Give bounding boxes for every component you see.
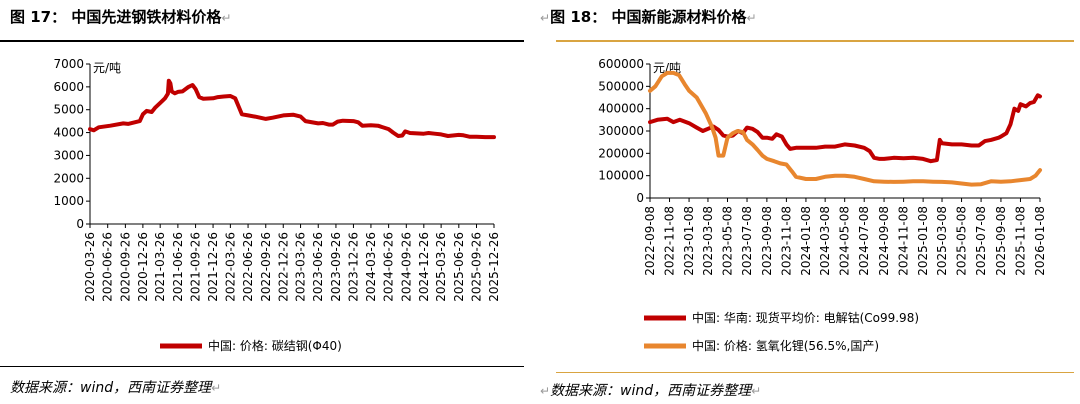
y-tick-label: 0	[76, 217, 84, 231]
right-source-note: ↵数据来源：wind，西南证券整理↵	[540, 380, 761, 400]
paragraph-mark-icon: ↵	[746, 11, 757, 25]
figure-18-number: 18	[570, 8, 592, 26]
figure-17-title: 图 17： 中国先进钢铁材料价格↵	[10, 6, 231, 27]
y-tick-label: 5000	[53, 103, 84, 117]
x-tick-label: 2023-12-26	[346, 232, 360, 302]
x-tick-label: 2023-11-08	[779, 206, 793, 276]
x-tick-label: 2023-03-08	[701, 206, 715, 276]
left-chart: 0 1000 2000 3000 4000 5000 6000 7000 元/吨 2020-03-…	[53, 57, 501, 353]
left-title-rule	[0, 40, 524, 42]
right-title-rule	[556, 40, 1074, 42]
figure-18-label: 图	[550, 8, 566, 26]
paragraph-mark-icon: ↵	[540, 384, 551, 398]
paragraph-mark-icon: ↵	[540, 11, 551, 25]
x-tick-label: 2020-03-26	[83, 232, 97, 302]
x-tick-label: 2023-01-08	[682, 206, 696, 276]
y-tick-label: 600000	[598, 57, 644, 71]
paragraph-mark-icon: ↵	[751, 384, 762, 398]
figure-18-separator: ：	[591, 8, 607, 26]
x-tick-label: 2025-12-26	[487, 232, 501, 302]
left-bottom-rule	[0, 366, 524, 367]
x-tick-label: 2022-09-26	[259, 232, 273, 302]
legend-label-1: 中国: 价格: 碳结钢(Φ40)	[208, 338, 342, 353]
x-tick-label: 2025-06-26	[452, 232, 466, 302]
left-source-text: 数据来源：wind，西南证券整理	[10, 380, 212, 396]
legend-label-2: 中国: 价格: 氢氧化锂(56.5%,国产)	[692, 338, 879, 353]
y-tick-label: 500000	[598, 79, 644, 93]
y-tick-label: 300000	[598, 124, 644, 138]
paragraph-mark-icon: ↵	[211, 381, 222, 395]
x-tick-label: 2024-09-26	[399, 232, 413, 302]
x-tick-label: 2025-09-08	[994, 206, 1008, 276]
x-tick-label: 2023-05-08	[720, 206, 734, 276]
x-tick-label: 2024-12-26	[417, 232, 431, 302]
x-tick-label: 2020-06-26	[101, 232, 115, 302]
unit-label: 元/吨	[93, 61, 121, 75]
y-tick-label: 4000	[53, 126, 84, 140]
figure-17-text: 中国先进钢铁材料价格	[71, 8, 222, 26]
y-tick-label: 100000	[598, 169, 644, 183]
series-line-1	[88, 78, 496, 140]
x-tick-label: 2024-09-08	[877, 206, 891, 276]
y-tick-label: 6000	[53, 80, 84, 94]
x-tick-label: 2024-03-26	[364, 232, 378, 302]
y-tick-label: 7000	[53, 57, 84, 71]
x-tick-label: 2023-06-26	[311, 232, 325, 302]
left-source-note: 数据来源：wind，西南证券整理↵	[10, 377, 221, 397]
x-tick-label: 2021-09-26	[189, 232, 203, 302]
x-tick-label: 2022-11-08	[663, 206, 677, 276]
x-tick-label: 2023-09-08	[760, 206, 774, 276]
y-tick-label: 2000	[53, 171, 84, 185]
series-line-1	[648, 93, 1042, 164]
x-tick-label: 2024-03-08	[818, 206, 832, 276]
figure-18-title: ↵图 18： 中国新能源材料价格↵	[540, 6, 757, 27]
x-tick-label: 2021-03-26	[153, 232, 167, 302]
y-tick-label: 200000	[598, 146, 644, 160]
x-tick-label: 2023-07-08	[740, 206, 754, 276]
x-tick-label: 2025-01-08	[916, 206, 930, 276]
figure-17-label: 图	[10, 8, 26, 26]
right-source-text: 数据来源：wind，西南证券整理	[550, 383, 752, 399]
x-tick-label: 2021-12-26	[206, 232, 220, 302]
x-tick-label: 2023-03-26	[294, 232, 308, 302]
x-tick-label: 2025-11-08	[1013, 206, 1027, 276]
paragraph-mark-icon: ↵	[221, 11, 232, 25]
y-tick-label: 0	[636, 191, 644, 205]
x-tick-label: 2020-12-26	[136, 232, 150, 302]
x-tick-label: 2025-03-26	[434, 232, 448, 302]
x-tick-label: 2024-07-08	[857, 206, 871, 276]
x-tick-label: 2023-09-26	[329, 232, 343, 302]
x-tick-label: 2022-12-26	[276, 232, 290, 302]
x-tick-label: 2024-01-08	[799, 206, 813, 276]
y-tick-label: 3000	[53, 148, 84, 162]
x-tick-label: 2025-05-08	[955, 206, 969, 276]
x-tick-label: 2026-01-08	[1033, 206, 1047, 276]
y-tick-label: 400000	[598, 102, 644, 116]
x-tick-label: 2025-03-08	[935, 206, 949, 276]
x-tick-label: 2024-05-08	[838, 206, 852, 276]
left-plot-area: 0 1000 2000 3000 4000 5000 6000 7000 元/吨 2020-03-…	[53, 57, 501, 353]
figure-17-number: 17	[30, 8, 52, 26]
series-line-2	[648, 70, 1042, 187]
right-bottom-rule	[556, 372, 1074, 373]
y-tick-label: 1000	[53, 194, 84, 208]
x-tick-label: 2025-09-26	[470, 232, 484, 302]
x-tick-label: 2022-09-08	[643, 206, 657, 276]
figure-17-separator: ：	[51, 8, 67, 26]
x-tick-label: 2022-03-26	[223, 232, 237, 302]
x-tick-label: 2024-11-08	[897, 206, 911, 276]
x-tick-label: 2020-09-26	[118, 232, 132, 302]
x-tick-label: 2021-06-26	[171, 232, 185, 302]
x-tick-label: 2024-06-26	[382, 232, 396, 302]
x-tick-label: 2022-06-26	[241, 232, 255, 302]
x-tick-label: 2025-07-08	[974, 206, 988, 276]
legend-label-1: 中国: 华南: 现货平均价: 电解钴(Co99.98)	[692, 310, 919, 325]
figure-18-text: 中国新能源材料价格	[611, 8, 747, 26]
